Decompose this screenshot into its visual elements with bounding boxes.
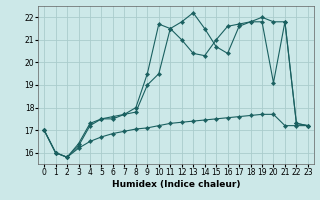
X-axis label: Humidex (Indice chaleur): Humidex (Indice chaleur) (112, 180, 240, 189)
